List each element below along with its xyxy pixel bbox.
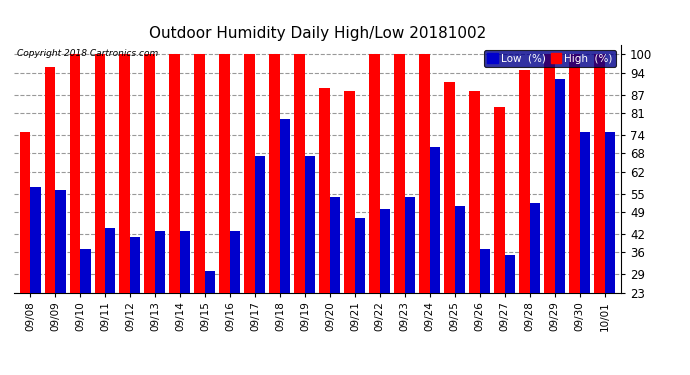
Bar bbox=[170, 54, 180, 364]
Bar bbox=[480, 249, 491, 364]
Bar bbox=[344, 92, 355, 364]
Bar bbox=[70, 54, 80, 364]
Bar bbox=[180, 231, 190, 364]
Bar bbox=[580, 132, 590, 364]
Bar bbox=[45, 67, 55, 364]
Bar bbox=[95, 54, 105, 364]
Bar bbox=[119, 54, 130, 364]
Bar bbox=[80, 249, 90, 364]
Bar bbox=[555, 79, 565, 364]
Bar bbox=[420, 54, 430, 364]
Bar bbox=[380, 209, 391, 364]
Bar bbox=[219, 54, 230, 364]
Bar bbox=[144, 54, 155, 364]
Bar bbox=[130, 237, 141, 364]
Bar bbox=[604, 132, 615, 364]
Bar bbox=[55, 190, 66, 364]
Bar bbox=[195, 54, 205, 364]
Bar bbox=[205, 271, 215, 364]
Bar bbox=[444, 82, 455, 364]
Legend: Low  (%), High  (%): Low (%), High (%) bbox=[484, 50, 615, 67]
Bar bbox=[405, 196, 415, 364]
Bar bbox=[330, 196, 340, 364]
Bar bbox=[520, 70, 530, 364]
Bar bbox=[355, 218, 366, 364]
Text: Copyright 2018 Cartronics.com: Copyright 2018 Cartronics.com bbox=[17, 49, 158, 58]
Bar bbox=[455, 206, 465, 364]
Bar bbox=[319, 88, 330, 364]
Bar bbox=[105, 228, 115, 364]
Bar bbox=[255, 156, 266, 364]
Title: Outdoor Humidity Daily High/Low 20181002: Outdoor Humidity Daily High/Low 20181002 bbox=[149, 26, 486, 41]
Bar bbox=[269, 54, 280, 364]
Bar bbox=[395, 54, 405, 364]
Bar bbox=[469, 92, 480, 364]
Bar bbox=[30, 188, 41, 364]
Bar bbox=[494, 107, 505, 364]
Bar bbox=[594, 54, 604, 364]
Bar bbox=[544, 54, 555, 364]
Bar bbox=[295, 54, 305, 364]
Bar bbox=[569, 54, 580, 364]
Bar bbox=[430, 147, 440, 364]
Bar bbox=[230, 231, 240, 364]
Bar bbox=[19, 132, 30, 364]
Bar bbox=[530, 203, 540, 364]
Bar bbox=[155, 231, 166, 364]
Bar bbox=[305, 156, 315, 364]
Bar bbox=[369, 54, 380, 364]
Bar bbox=[280, 119, 290, 364]
Bar bbox=[244, 54, 255, 364]
Bar bbox=[505, 255, 515, 364]
